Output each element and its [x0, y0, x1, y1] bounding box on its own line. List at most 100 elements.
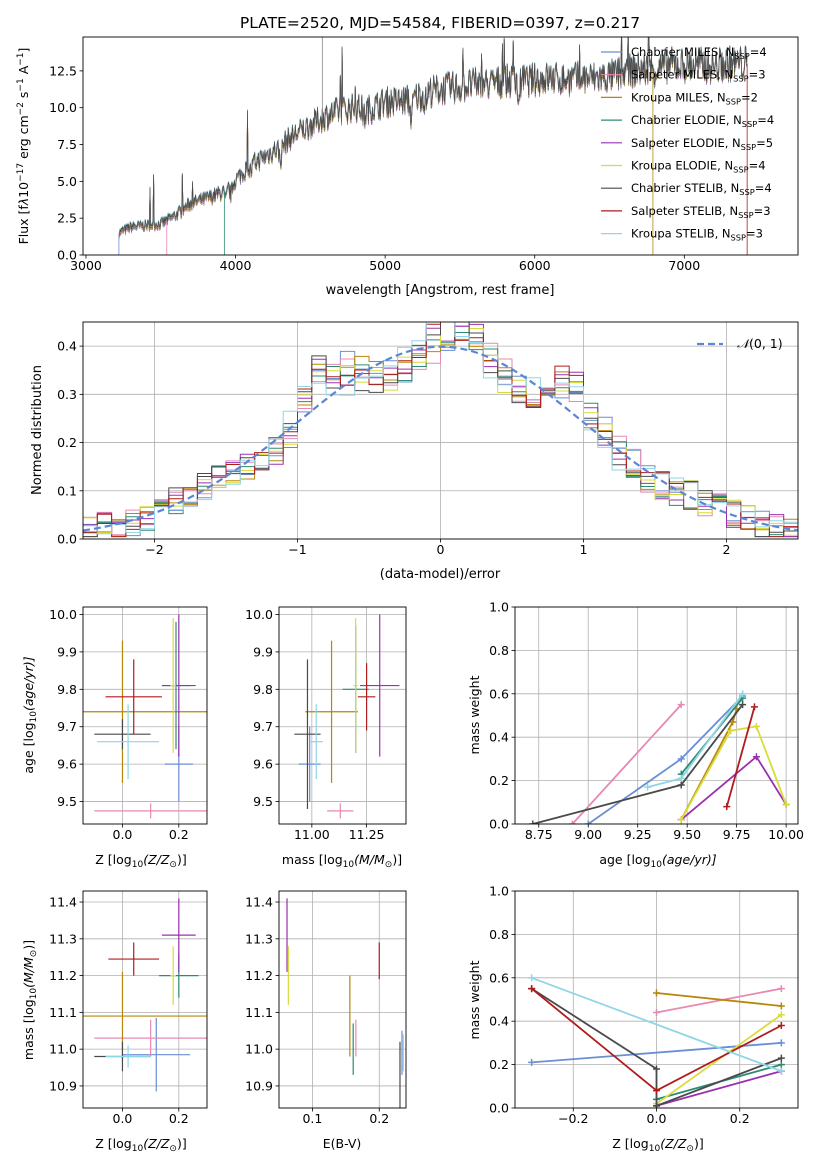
y-axis-label: mass [log10(M/M⊙)] [21, 940, 39, 1060]
x-tick-label: 2 [723, 542, 731, 557]
y-tick-label: 10.9 [49, 1078, 77, 1093]
x-tick-label: 0.0 [647, 1111, 667, 1126]
x-axis-label: Z [log10(Z/Z⊙)] [95, 852, 186, 870]
legend-entry-label: Chabrier STELIB, NSSP=4 [631, 181, 772, 197]
y-tick-label: 9.8 [57, 682, 77, 697]
model-legend: Chabrier MILES, NSSP=4 Salpeter MILES, NS… [601, 45, 774, 243]
y-tick-label: 9.5 [57, 794, 77, 809]
x-tick-label: 8.75 [525, 827, 553, 842]
x-tick-label: 9.00 [574, 827, 602, 842]
y-tick-label: 0.4 [489, 1014, 509, 1029]
y-tick-label: 0.2 [489, 1057, 509, 1072]
weight-marker [778, 1055, 785, 1062]
x-tick-label: 0.0 [113, 1111, 133, 1126]
y-tick-label: 0.6 [489, 970, 509, 985]
age-vs-metallicity-panel: 0.00.29.59.69.79.89.910.0Z [log10(Z/Z⊙)]… [21, 607, 207, 870]
weight-marker [653, 989, 660, 996]
weight-marker [753, 723, 760, 730]
y-tick-label: 10.0 [49, 100, 77, 115]
weight-marker [778, 985, 785, 992]
x-tick-label: 9.75 [723, 827, 751, 842]
plot-area [38, 891, 207, 1108]
x-tick-label: −2 [145, 542, 163, 557]
y-axis-label: Flux [fλ10−17 erg cm−2 s−1 A−1] [16, 48, 31, 245]
weight-marker [653, 1009, 660, 1016]
y-tick-label: 9.7 [57, 719, 77, 734]
y-tick-label: 9.9 [253, 644, 273, 659]
plot-area [279, 891, 406, 1108]
age-vs-mass-panel: 11.0011.259.59.69.79.89.910.0mass [log10… [245, 607, 406, 870]
weight-line [588, 696, 742, 824]
plot-area [38, 607, 207, 824]
y-tick-label: 0.0 [489, 817, 509, 832]
y-tick-label: 12.5 [49, 63, 77, 78]
y-tick-label: 11.0 [49, 1042, 77, 1057]
weight-marker [778, 1022, 785, 1029]
y-tick-label: 2.5 [57, 211, 77, 226]
y-tick-label: 0.8 [489, 643, 509, 658]
mass-weight-vs-metallicity-panel: −0.20.00.20.00.20.40.60.81.0Z [log10(Z/Z… [467, 884, 798, 1155]
mass-weight-vs-age-panel: 8.759.009.259.509.7510.000.00.20.40.60.8… [467, 600, 804, 871]
legend-entry-label: Salpeter STELIB, NSSP=3 [631, 204, 771, 220]
x-axis-label: age [log10(age/yr)] [599, 852, 716, 870]
weight-line [657, 993, 782, 1006]
x-tick-label: 0 [437, 542, 445, 557]
y-tick-label: 5.0 [57, 174, 77, 189]
weight-marker [727, 727, 734, 734]
x-axis-label: Z [log10(Z/Z⊙)] [612, 1136, 703, 1154]
x-tick-label: 6000 [519, 258, 551, 273]
y-tick-label: 11.0 [245, 1042, 273, 1057]
y-tick-label: 0.0 [57, 532, 77, 547]
weight-marker [778, 1039, 785, 1046]
axes-frame: 0.00.29.59.69.79.89.910.0 [49, 607, 189, 842]
axes-frame: 0.10.210.911.011.111.211.311.4 [245, 895, 389, 1126]
x-tick-label: 9.25 [624, 827, 652, 842]
legend-entry-label: Kroupa ELODIE, NSSP=4 [631, 159, 766, 175]
weight-marker [723, 803, 730, 810]
axes-frame: 11.0011.259.59.69.79.89.910.0 [245, 607, 384, 842]
y-tick-label: 11.4 [245, 895, 273, 910]
x-tick-label: 0.0 [113, 827, 133, 842]
x-tick-label: 0.2 [730, 1111, 750, 1126]
y-axis-label: mass weight [467, 675, 482, 754]
weight-line [657, 1015, 782, 1104]
mass-vs-metallicity-panel: 0.00.210.911.011.111.211.311.4Z [log10(Z… [21, 891, 207, 1154]
x-axis-label: mass [log10(M/M⊙)] [282, 852, 402, 870]
legend-entry-label: Chabrier MILES, NSSP=4 [631, 45, 767, 61]
axes-frame: −0.20.00.20.00.20.40.60.81.0 [489, 884, 750, 1127]
weight-marker [778, 1003, 785, 1010]
x-axis-label: E(B-V) [323, 1136, 362, 1151]
y-tick-label: 11.1 [245, 1005, 273, 1020]
weight-line [657, 989, 782, 1013]
weight-line [572, 705, 681, 824]
y-tick-label: 9.9 [57, 644, 77, 659]
y-tick-label: 1.0 [489, 884, 509, 899]
y-axis-label: mass weight [467, 960, 482, 1039]
x-tick-label: −1 [288, 542, 306, 557]
legend-entry-label: Kroupa MILES, NSSP=2 [631, 90, 758, 106]
legend-entry-label: Salpeter MILES, NSSP=3 [631, 68, 766, 84]
axes-frame: −2−10120.00.10.20.30.4 [57, 339, 730, 557]
y-tick-label: 11.2 [49, 968, 77, 983]
y-axis-label: Normed distribution [30, 365, 45, 495]
legend-entry-label: Salpeter ELODIE, NSSP=5 [631, 136, 773, 152]
y-tick-label: 7.5 [57, 137, 77, 152]
residual-histogram-panel: −2−10120.00.10.20.30.4𝒩(0, 1)(data-model… [30, 311, 812, 582]
x-axis-label: Z [log10(Z/Z⊙)] [95, 1136, 186, 1154]
x-tick-label: 11.25 [349, 827, 385, 842]
x-tick-label: 0.2 [169, 1111, 189, 1126]
y-tick-label: 10.0 [245, 607, 273, 622]
axes-frame: 8.759.009.259.509.7510.000.00.20.40.60.8… [489, 600, 804, 843]
axes-border [279, 607, 406, 824]
y-tick-label: 0.2 [489, 773, 509, 788]
axes-border [83, 891, 207, 1108]
mass-vs-reddening-panel: 0.10.210.911.011.111.211.311.4E(B-V) [245, 891, 406, 1151]
y-tick-label: 11.4 [49, 895, 77, 910]
x-axis-label: (data-model)/error [380, 567, 501, 582]
legend-entry-label: Chabrier ELODIE, NSSP=4 [631, 113, 774, 129]
x-axis-label: wavelength [Angstrom, rest frame] [326, 283, 555, 298]
x-tick-label: 0.2 [169, 827, 189, 842]
y-tick-label: 9.8 [253, 682, 273, 697]
x-tick-label: 4000 [220, 258, 252, 273]
